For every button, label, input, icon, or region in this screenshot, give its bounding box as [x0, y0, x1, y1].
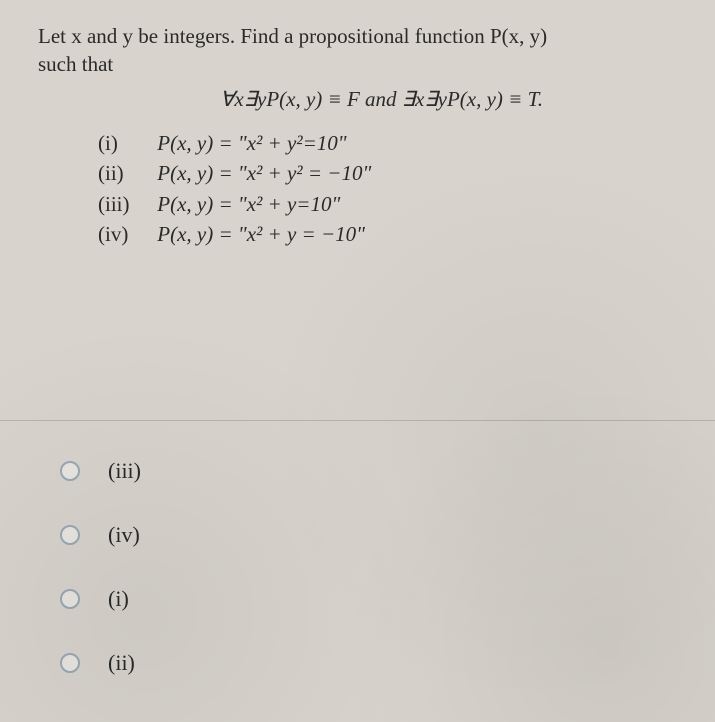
- prompt-line-2: such that: [38, 52, 113, 76]
- answer-choices: (iii) (iv) (i) (ii): [60, 458, 141, 714]
- radio-icon[interactable]: [60, 461, 80, 481]
- radio-icon[interactable]: [60, 589, 80, 609]
- prompt-line-1: Let x and y be integers. Find a proposit…: [38, 24, 547, 48]
- answer-label: (iii): [108, 458, 141, 484]
- option-list: (i) P(x, y) = "x² + y²=10" (ii) P(x, y) …: [98, 128, 685, 250]
- option-text: P(x, y) = "x² + y²=10": [157, 131, 346, 155]
- section-divider: [0, 420, 715, 421]
- option-iv: (iv) P(x, y) = "x² + y = −10": [98, 219, 685, 249]
- answer-choice-iv[interactable]: (iv): [60, 522, 141, 548]
- option-i: (i) P(x, y) = "x² + y²=10": [98, 128, 685, 158]
- radio-icon[interactable]: [60, 653, 80, 673]
- option-text: P(x, y) = "x² + y=10": [157, 192, 340, 216]
- question-prompt: Let x and y be integers. Find a proposit…: [38, 22, 685, 79]
- question-formula: ∀x∃yP(x, y) ≡ F and ∃x∃yP(x, y) ≡ T.: [78, 87, 685, 112]
- answer-choice-i[interactable]: (i): [60, 586, 141, 612]
- option-ii: (ii) P(x, y) = "x² + y² = −10": [98, 158, 685, 188]
- answer-label: (iv): [108, 522, 140, 548]
- option-label: (iv): [98, 219, 152, 249]
- answer-choice-ii[interactable]: (ii): [60, 650, 141, 676]
- answer-label: (i): [108, 586, 129, 612]
- radio-icon[interactable]: [60, 525, 80, 545]
- answer-choice-iii[interactable]: (iii): [60, 458, 141, 484]
- answer-label: (ii): [108, 650, 135, 676]
- option-text: P(x, y) = "x² + y = −10": [157, 222, 365, 246]
- option-label: (iii): [98, 189, 152, 219]
- option-label: (ii): [98, 158, 152, 188]
- question-page: Let x and y be integers. Find a proposit…: [0, 0, 715, 269]
- option-iii: (iii) P(x, y) = "x² + y=10": [98, 189, 685, 219]
- option-label: (i): [98, 128, 152, 158]
- option-text: P(x, y) = "x² + y² = −10": [157, 161, 371, 185]
